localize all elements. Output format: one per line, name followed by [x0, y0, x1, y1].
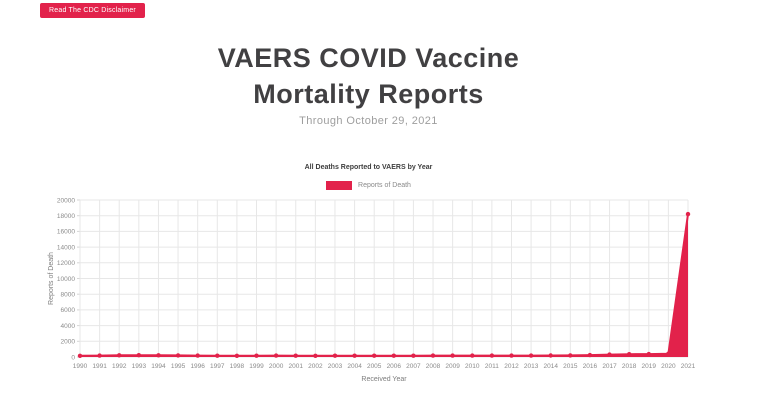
y-tick-label: 18000 — [57, 213, 75, 220]
data-point[interactable] — [666, 351, 671, 356]
data-point[interactable] — [175, 353, 181, 358]
x-tick-label: 2000 — [269, 363, 284, 370]
page-title-text: VAERS COVID Vaccine Mortality Reports — [217, 43, 520, 109]
data-point[interactable] — [587, 352, 593, 358]
data-point[interactable] — [470, 353, 475, 358]
x-tick-label: 1995 — [171, 363, 186, 370]
data-point[interactable] — [195, 353, 200, 358]
data-point[interactable] — [450, 353, 455, 358]
chart-title: All Deaths Reported to VAERS by Year — [304, 164, 433, 171]
data-point[interactable] — [548, 353, 553, 358]
x-tick-label: 2018 — [622, 363, 637, 370]
area-fill — [80, 214, 688, 357]
y-tick-label: 6000 — [61, 307, 76, 314]
data-point[interactable] — [607, 352, 612, 357]
x-tick-label: 1990 — [73, 363, 88, 370]
y-tick-label: 14000 — [57, 244, 75, 251]
data-point[interactable] — [156, 353, 161, 358]
y-tick-label: 0 — [71, 354, 75, 361]
x-tick-label: 2007 — [406, 363, 421, 370]
x-tick-label: 2009 — [445, 363, 460, 370]
x-tick-label: 1996 — [190, 363, 205, 370]
x-tick-label: 2017 — [602, 363, 617, 370]
data-point[interactable] — [254, 353, 259, 358]
data-point[interactable] — [627, 352, 632, 357]
page-subtitle: Through October 29, 2021 — [299, 115, 438, 127]
y-tick-label: 10000 — [57, 276, 75, 283]
cdc-disclaimer-button[interactable]: Read The CDC Disclaimer — [40, 3, 145, 18]
x-tick-label: 2001 — [289, 363, 304, 370]
x-tick-label: 2005 — [367, 363, 382, 370]
x-tick-label: 2008 — [426, 363, 441, 370]
x-tick-label: 1991 — [92, 363, 107, 370]
data-point[interactable] — [685, 211, 691, 217]
x-tick-label: 2012 — [504, 363, 519, 370]
x-tick-label: 1992 — [112, 363, 127, 370]
data-point[interactable] — [568, 353, 573, 358]
y-tick-label: 20000 — [57, 197, 75, 204]
x-tick-label: 2020 — [661, 363, 676, 370]
data-point[interactable] — [352, 353, 357, 358]
y-tick-label: 16000 — [57, 229, 75, 236]
data-point[interactable] — [430, 353, 436, 358]
chart-legend[interactable]: Reports of Death — [0, 181, 737, 190]
legend-label: Reports of Death — [358, 182, 411, 189]
x-tick-label: 2004 — [347, 363, 362, 370]
data-point[interactable] — [117, 353, 122, 358]
page-title: VAERS COVID Vaccine Mortality Reports — [0, 40, 737, 112]
data-point[interactable] — [273, 353, 279, 358]
data-point[interactable] — [528, 353, 534, 358]
x-tick-label: 2016 — [583, 363, 598, 370]
data-point[interactable] — [489, 353, 495, 358]
x-tick-label: 2019 — [642, 363, 657, 370]
trend-line — [79, 213, 689, 357]
data-point[interactable] — [293, 353, 298, 358]
data-point[interactable] — [77, 353, 83, 358]
data-point[interactable] — [313, 353, 318, 358]
data-point[interactable] — [136, 353, 141, 358]
x-tick-label: 1997 — [210, 363, 225, 370]
y-axis-title: Reports of Death — [48, 252, 55, 305]
deaths-by-year-chart[interactable]: 0 2000 4000 6000 8000 10000 12000 14000 16000 180… — [0, 195, 737, 395]
x-tick-label: 2002 — [308, 363, 323, 370]
x-tick-label: 1999 — [249, 363, 264, 370]
data-point[interactable] — [215, 353, 220, 358]
y-tick-label: 2000 — [61, 339, 76, 346]
x-tick-label: 1993 — [132, 363, 147, 370]
data-point[interactable] — [509, 353, 514, 358]
x-tick-label: 2011 — [485, 363, 499, 370]
x-tick-label: 2015 — [563, 363, 578, 370]
data-point[interactable] — [391, 353, 396, 358]
data-point[interactable] — [646, 351, 651, 357]
y-tick-label: 8000 — [61, 292, 76, 299]
data-point[interactable] — [411, 353, 416, 358]
data-point[interactable] — [372, 353, 377, 358]
x-tick-label: 2021 — [681, 363, 696, 370]
y-tick-label: 12000 — [57, 260, 75, 267]
x-tick-label: 1998 — [230, 363, 245, 370]
data-point[interactable] — [97, 353, 102, 358]
data-point[interactable] — [234, 353, 240, 358]
x-tick-label: 2010 — [465, 363, 480, 370]
x-axis-title: Received Year — [361, 376, 407, 383]
page: Read The CDC Disclaimer VAERS COVID Vacc… — [0, 3, 737, 395]
x-tick-label: 2006 — [387, 363, 402, 370]
data-point[interactable] — [332, 353, 338, 358]
legend-swatch — [326, 181, 353, 190]
x-tick-label: 2003 — [328, 363, 343, 370]
x-tick-label: 2014 — [543, 363, 558, 370]
x-tick-label: 1994 — [151, 363, 166, 370]
y-tick-label: 4000 — [61, 323, 76, 330]
x-tick-label: 2013 — [524, 363, 539, 370]
